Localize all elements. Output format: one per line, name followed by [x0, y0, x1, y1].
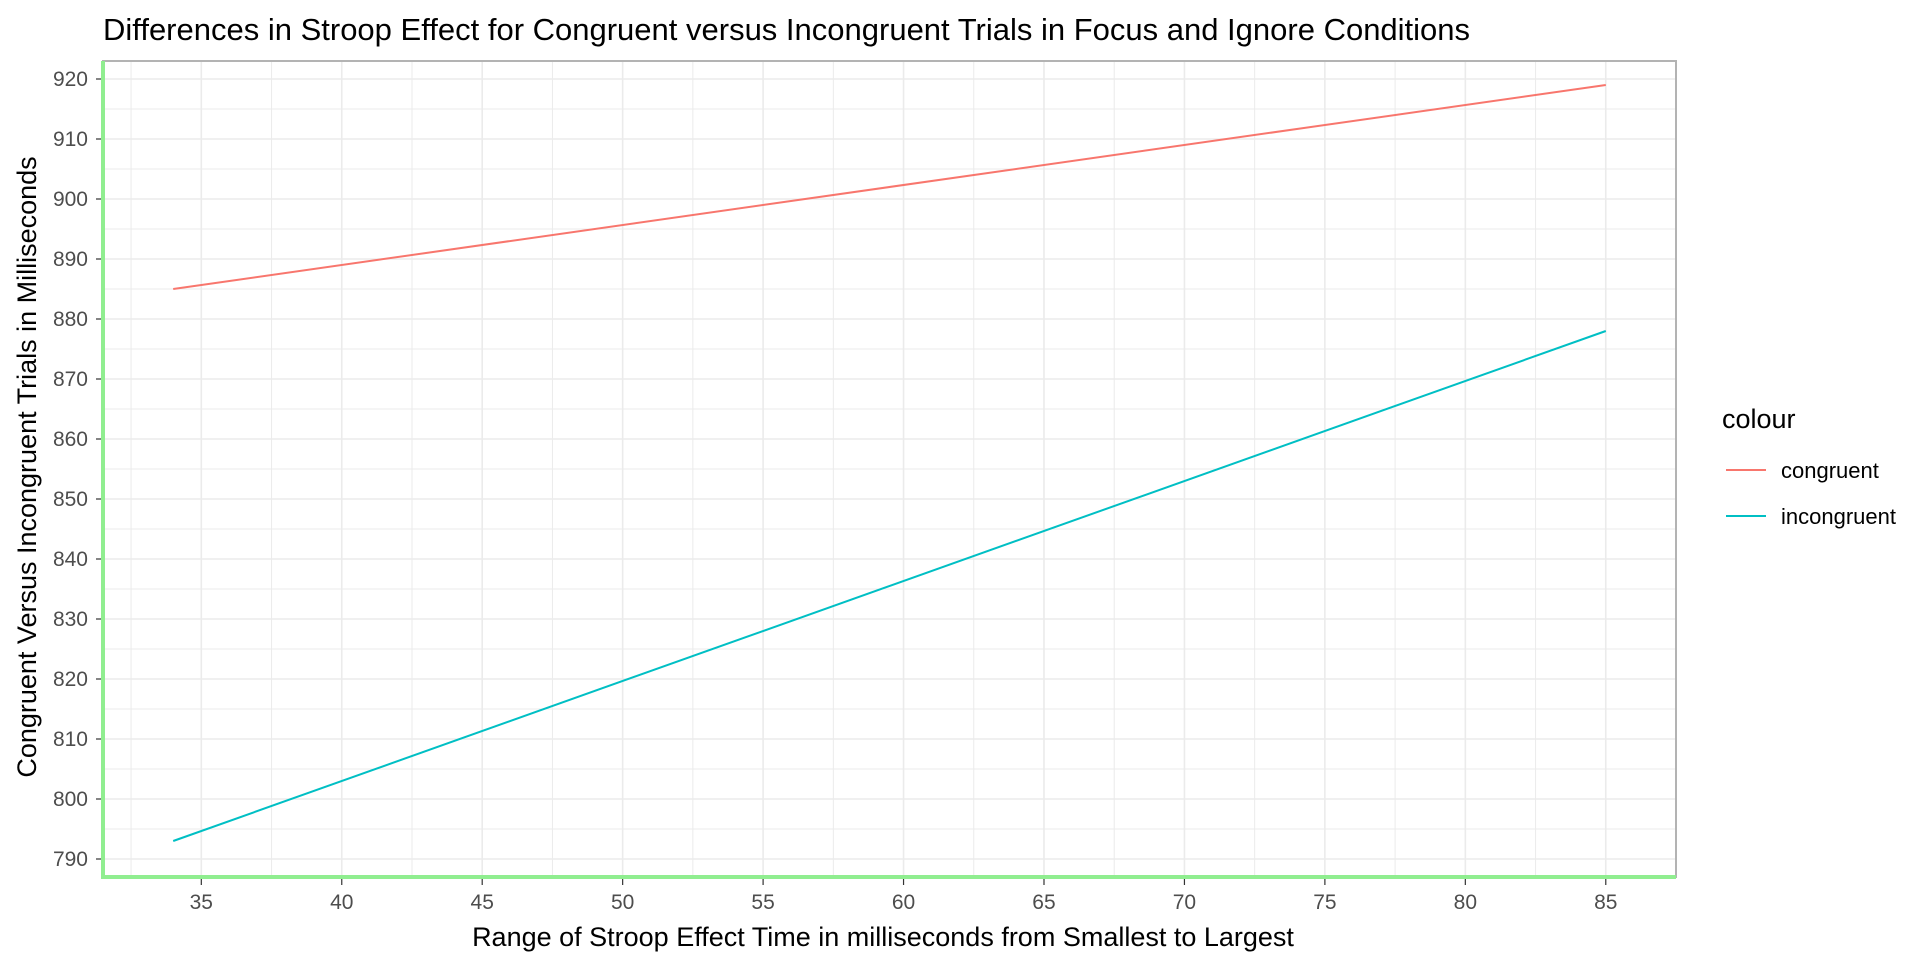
y-tick-label: 860	[53, 428, 88, 451]
legend: colour congruent incongruent	[1722, 404, 1896, 529]
y-tick-label: 900	[53, 188, 88, 211]
y-tick-label: 840	[53, 548, 88, 571]
y-axis-title: Congruent Versus Incongruent Trials in M…	[12, 156, 42, 777]
x-tick-label: 40	[330, 891, 353, 914]
y-tick-label: 880	[53, 308, 88, 331]
chart-title: Differences in Stroop Effect for Congrue…	[103, 12, 1470, 47]
axis-highlight-layer	[101, 61, 1676, 879]
y-tick-label: 800	[53, 788, 88, 811]
legend-label-incongruent: incongruent	[1781, 504, 1896, 529]
x-axis-ticks: 35 40 45 50 55 60 65 70 75 80 85	[190, 879, 1617, 914]
y-tick-label: 790	[53, 848, 88, 871]
x-tick-label: 75	[1313, 891, 1336, 914]
x-tick-label: 65	[1032, 891, 1055, 914]
y-tick-label: 920	[53, 68, 88, 91]
y-tick-label: 890	[53, 248, 88, 271]
x-tick-label: 70	[1173, 891, 1196, 914]
x-tick-label: 45	[471, 891, 494, 914]
legend-label-congruent: congruent	[1781, 458, 1879, 483]
series-line-incongruent	[172, 330, 1607, 842]
x-tick-label: 85	[1594, 891, 1617, 914]
y-tick-label: 830	[53, 608, 88, 631]
x-tick-label: 55	[751, 891, 774, 914]
x-tick-label: 80	[1454, 891, 1477, 914]
x-tick-label: 60	[892, 891, 915, 914]
y-tick-label: 870	[53, 368, 88, 391]
x-tick-label: 50	[611, 891, 634, 914]
x-axis-title: Range of Stroop Effect Time in milliseco…	[472, 922, 1294, 952]
y-tick-label: 910	[53, 128, 88, 151]
y-axis-ticks: 790 800 810 820 830 840 850 860 870 880 890 900 910 9…	[53, 68, 101, 871]
grid-layer	[103, 61, 1676, 877]
x-tick-label: 35	[190, 891, 213, 914]
y-tick-label: 810	[53, 728, 88, 751]
legend-title: colour	[1722, 404, 1796, 434]
series-line-congruent	[173, 84, 1606, 290]
series-layer	[172, 84, 1607, 842]
y-tick-label: 850	[53, 488, 88, 511]
y-tick-label: 820	[53, 668, 88, 691]
